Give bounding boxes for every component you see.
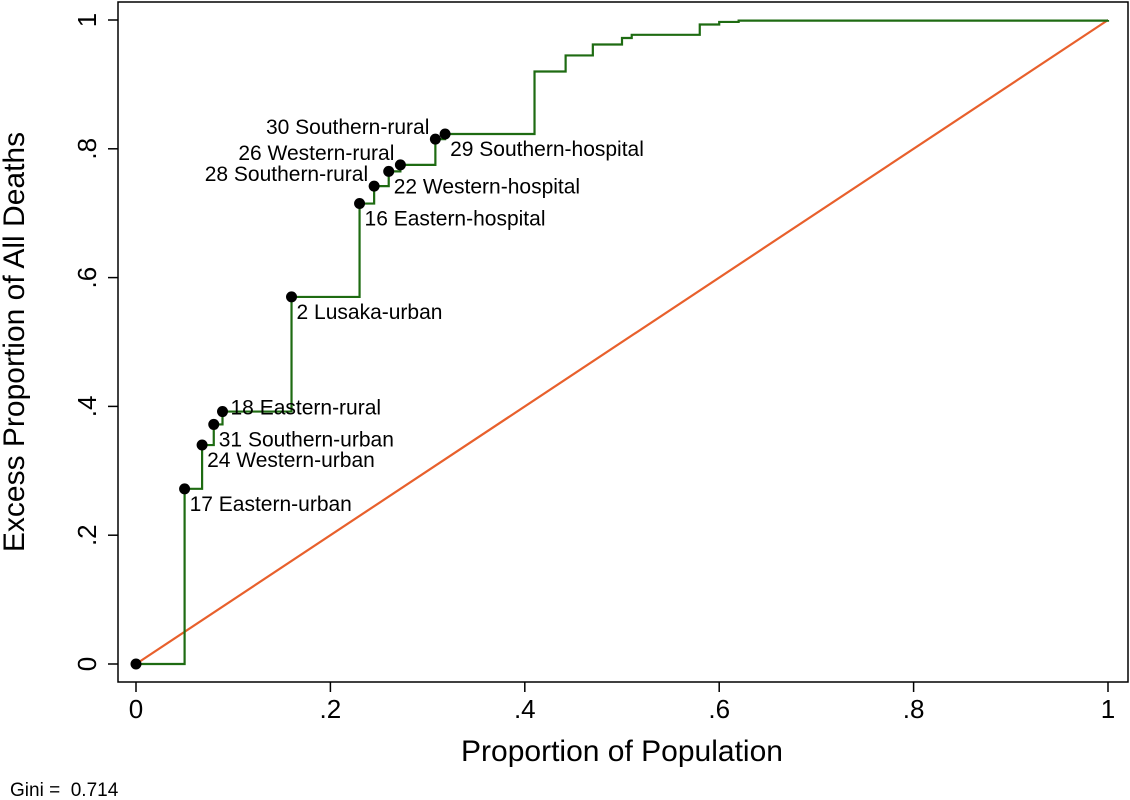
point-label: 29 Southern-hospital — [450, 138, 644, 161]
point-label: 31 Southern-urban — [219, 428, 394, 451]
axes-layer: 0 .2 .4 .6 .8 1 0 .2 .4 .6 .8 1 — [72, 13, 1115, 724]
x-tick-label: .8 — [903, 694, 925, 724]
point-label: 30 Southern-rural — [266, 116, 429, 139]
y-axis-title: Excess Proportion of All Deaths — [0, 132, 31, 552]
data-point — [130, 658, 142, 670]
data-point — [429, 133, 441, 145]
y-tick-label: .4 — [72, 396, 102, 418]
point-label: 28 Southern-rural — [205, 163, 368, 186]
data-point — [383, 165, 395, 177]
data-point — [368, 180, 380, 192]
x-tick-label: .6 — [708, 694, 730, 724]
y-tick-label: 0 — [72, 657, 102, 671]
y-tick-label: .2 — [72, 524, 102, 546]
plot-frame — [117, 1, 1129, 683]
data-point — [196, 439, 208, 451]
point-layer — [130, 128, 451, 670]
data-point — [208, 418, 220, 430]
point-label: 24 Western-urban — [207, 449, 375, 472]
x-tick-label: .2 — [320, 694, 342, 724]
point-label: 16 Eastern-hospital — [365, 208, 546, 231]
x-tick-label: 0 — [129, 694, 143, 724]
data-point — [179, 483, 191, 495]
data-point — [217, 406, 229, 418]
point-label: 17 Eastern-urban — [190, 493, 352, 516]
equality-line — [135, 19, 1109, 665]
data-point — [354, 198, 366, 210]
data-point — [439, 128, 451, 140]
gini-annotation: Gini = 0.714 — [10, 780, 119, 800]
y-tick-label: .8 — [72, 138, 102, 160]
data-point — [286, 291, 298, 303]
x-axis-title: Proportion of Population — [461, 735, 783, 768]
x-tick-label: 1 — [1101, 694, 1115, 724]
x-tick-label: .4 — [514, 694, 536, 724]
y-tick-label: 1 — [72, 13, 102, 27]
point-label: 18 Eastern-rural — [231, 397, 382, 420]
point-label: 22 Western-hospital — [394, 175, 580, 198]
point-label: 26 Western-rural — [238, 142, 394, 165]
y-tick-label: .6 — [72, 267, 102, 289]
point-label: 2 Lusaka-urban — [297, 301, 443, 324]
data-point — [394, 159, 406, 171]
